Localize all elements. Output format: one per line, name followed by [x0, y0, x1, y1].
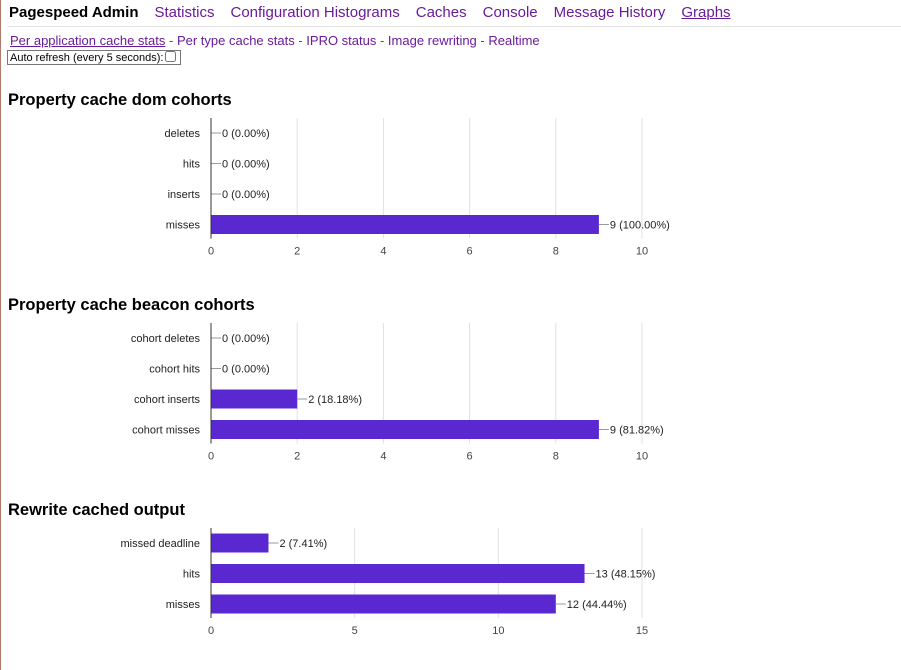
- value-label: 9 (100.00%): [610, 220, 670, 232]
- auto-refresh-control[interactable]: Auto refresh (every 5 seconds):: [7, 50, 181, 65]
- subnav-link-per-type-cache-stats[interactable]: Per type cache stats: [176, 33, 295, 48]
- tick-label: 4: [380, 246, 386, 258]
- bar: [211, 389, 298, 409]
- category-label: cohort deletes: [131, 333, 201, 345]
- value-label: 0 (0.00%): [222, 364, 270, 376]
- window-left-edge: [0, 0, 1, 670]
- subnav-link-realtime[interactable]: Realtime: [488, 33, 540, 48]
- brand-title: Pagespeed Admin: [9, 4, 139, 21]
- tick-label: 10: [636, 451, 648, 463]
- tick-label: 8: [553, 246, 559, 258]
- category-label: missed deadline: [121, 538, 201, 550]
- nav-link-statistics[interactable]: Statistics: [154, 4, 215, 21]
- category-label: deletes: [165, 128, 201, 140]
- category-label: hits: [183, 159, 201, 171]
- auto-refresh-label: Auto refresh (every 5 seconds):: [10, 52, 164, 64]
- value-label: 2 (7.41%): [279, 538, 327, 550]
- subnav-separator: -: [294, 33, 307, 48]
- bar: [211, 564, 585, 583]
- tick-label: 2: [294, 451, 300, 463]
- tick-label: 6: [467, 246, 473, 258]
- tick-label: 2: [294, 246, 300, 258]
- bar: [211, 533, 269, 553]
- subnav-separator: -: [376, 33, 388, 48]
- nav-link-caches[interactable]: Caches: [415, 4, 467, 21]
- top-navigation: Pagespeed Admin Statistics Configuration…: [9, 4, 747, 24]
- nav-link-console[interactable]: Console: [482, 4, 538, 21]
- value-label: 0 (0.00%): [222, 333, 270, 345]
- category-label: hits: [183, 569, 201, 581]
- tick-label: 6: [467, 451, 473, 463]
- category-label: misses: [166, 599, 201, 611]
- tick-label: 10: [636, 246, 648, 258]
- value-label: 0 (0.00%): [222, 128, 270, 140]
- subnav-separator: -: [476, 33, 489, 48]
- chart-dom-cohorts: deletes 0 (0.00%) hits 0 (0.00%) inserts 0 (0…: [165, 118, 670, 258]
- value-label: 13 (48.15%): [596, 569, 656, 581]
- tick-label: 0: [208, 451, 214, 463]
- tick-label: 8: [553, 451, 559, 463]
- nav-link-graphs[interactable]: Graphs: [681, 4, 731, 21]
- chart-title-beacon-cohorts: Property cache beacon cohorts: [8, 296, 255, 314]
- value-label: 9 (81.82%): [610, 425, 664, 437]
- subnav-link-image-rewriting[interactable]: Image rewriting: [387, 33, 477, 48]
- chart-title-rewrite-cached-output: Rewrite cached output: [8, 501, 185, 519]
- graphs-subnavigation: Per application cache stats - Per type c…: [10, 33, 540, 48]
- category-label: cohort inserts: [134, 394, 201, 406]
- category-label: cohort hits: [149, 364, 200, 376]
- nav-link-message-history[interactable]: Message History: [553, 4, 666, 21]
- subnav-link-ipro-status[interactable]: IPRO status: [306, 33, 377, 48]
- value-label: 0 (0.00%): [222, 159, 270, 171]
- tick-label: 4: [380, 451, 386, 463]
- category-label: cohort misses: [132, 425, 200, 437]
- tick-label: 5: [352, 625, 358, 637]
- tick-label: 0: [208, 625, 214, 637]
- chart-rewrite-cached-output: missed deadline 2 (7.41%) hits 13 (48.15%) m…: [121, 528, 656, 637]
- nav-divider: [8, 26, 901, 27]
- subnav-link-per-application-cache-stats[interactable]: Per application cache stats: [10, 33, 166, 48]
- tick-label: 0: [208, 246, 214, 258]
- category-label: misses: [166, 220, 201, 232]
- value-label: 2 (18.18%): [308, 394, 362, 406]
- bar: [211, 215, 599, 234]
- tick-label: 15: [636, 625, 648, 637]
- value-label: 12 (44.44%): [567, 599, 627, 611]
- bar: [211, 594, 556, 614]
- auto-refresh-checkbox[interactable]: [165, 51, 176, 62]
- nav-link-configuration-histograms[interactable]: Configuration Histograms: [230, 4, 400, 21]
- tick-label: 10: [492, 625, 504, 637]
- category-label: inserts: [168, 189, 201, 201]
- chart-beacon-cohorts: cohort deletes 0 (0.00%) cohort hits 0 (0.0…: [131, 323, 664, 463]
- subnav-separator: -: [165, 33, 177, 48]
- chart-title-dom-cohorts: Property cache dom cohorts: [8, 91, 232, 109]
- bar: [211, 420, 599, 439]
- value-label: 0 (0.00%): [222, 189, 270, 201]
